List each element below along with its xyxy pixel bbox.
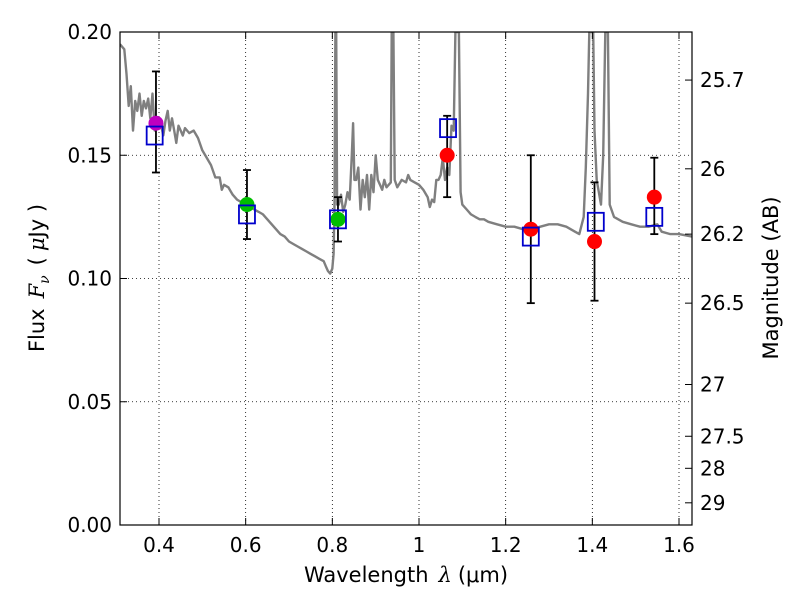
right-tick-label: 27.5 <box>700 424 745 448</box>
x-tick-label: 1.4 <box>576 533 608 557</box>
x-tick-label: 1 <box>413 533 426 557</box>
x-tick-label: 0.8 <box>316 533 348 557</box>
right-tick-label: 26 <box>700 157 725 181</box>
model-photometry-point <box>645 206 664 227</box>
marker-layer <box>145 115 664 250</box>
y-axis-label: Flux Fν ( μJy ) <box>25 204 53 352</box>
observed-flux-point <box>587 234 602 250</box>
x-axis-label-symbol: λ <box>438 563 452 587</box>
model-photometry-point <box>586 211 605 232</box>
x-axis-label: Wavelength λ (μm) <box>304 563 508 587</box>
right-tick-label: 26.5 <box>700 291 745 315</box>
model-photometry-point <box>439 118 457 139</box>
y-tick-label: 0.00 <box>67 513 112 537</box>
observed-flux-point <box>439 147 455 163</box>
x-tick-label: 1.6 <box>663 533 695 557</box>
right-tick-label: 29 <box>700 491 725 515</box>
y-tick-label: 0.05 <box>67 390 112 414</box>
model-photometry-point <box>329 209 347 230</box>
axis-tick-labels: 0.4 0.6 0.8 1 1.2 1.4 1.6 0.00 0.05 0.10 0.15 0.20 2… <box>67 20 744 557</box>
observed-flux-point <box>330 211 346 227</box>
y-tick-label: 0.20 <box>67 20 112 44</box>
y-tick-label: 0.10 <box>67 267 112 291</box>
x-tick-label: 1.2 <box>490 533 522 557</box>
observed-flux-point <box>646 189 662 205</box>
model-photometry-point <box>521 226 540 247</box>
x-tick-label: 0.6 <box>230 533 262 557</box>
y-axis-label-symbol: F <box>25 282 49 299</box>
right-axis-label: Magnitude (AB) <box>759 196 783 359</box>
x-axis-label-prefix: Wavelength <box>304 563 429 587</box>
model-photometry-point <box>238 204 256 225</box>
model-photometry-point <box>145 125 164 146</box>
plot-area <box>120 32 692 525</box>
observed-flux-point <box>148 115 164 131</box>
axis-ticks <box>120 31 692 526</box>
y-axis-label-unit-rest: Jy ) <box>25 204 49 240</box>
y-axis-label-unit-mu: μ <box>25 237 49 251</box>
y-axis-label-subscript: ν <box>37 275 53 284</box>
y-tick-label: 0.15 <box>67 143 112 167</box>
right-tick-label: 27 <box>700 372 725 396</box>
right-tick-label: 25.7 <box>700 68 745 92</box>
y-axis-label-prefix: Flux <box>25 308 49 352</box>
observed-flux-point <box>523 221 539 237</box>
x-tick-label: 0.4 <box>143 533 175 557</box>
x-axis-label-unit: (μm) <box>458 563 508 587</box>
right-tick-label: 26.2 <box>700 222 745 246</box>
y-axis-label-unit-open: ( <box>25 257 49 265</box>
right-tick-label: 28 <box>700 456 725 480</box>
